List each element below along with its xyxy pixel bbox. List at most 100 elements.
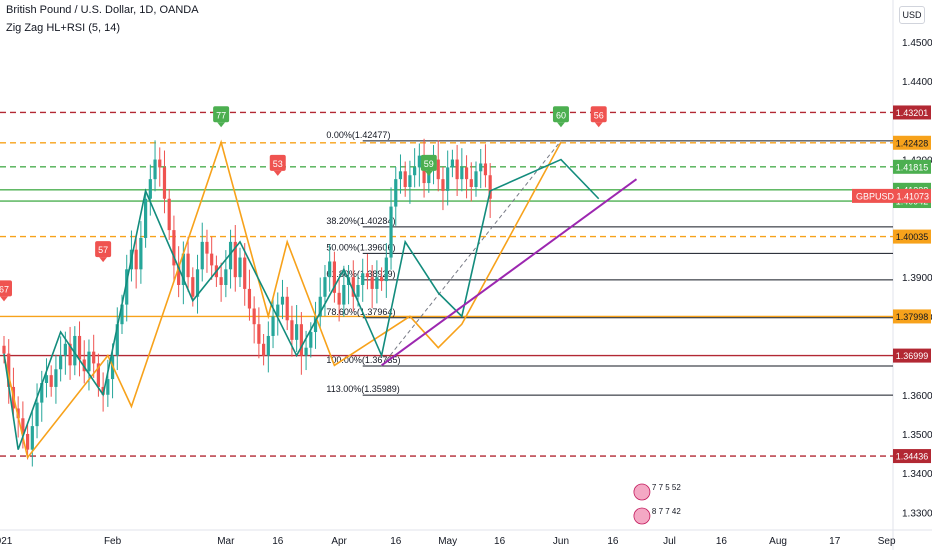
current-price-symbol: GBPUSD bbox=[856, 191, 895, 201]
candle-body bbox=[323, 277, 327, 297]
candle-body bbox=[361, 273, 365, 285]
candle-body bbox=[313, 316, 318, 333]
level-tag-label: 1.41815 bbox=[896, 162, 929, 172]
candle-body bbox=[68, 343, 72, 366]
candle-body bbox=[483, 163, 488, 176]
candle-body bbox=[474, 171, 478, 187]
candle-body bbox=[30, 426, 34, 450]
candle-body bbox=[73, 335, 77, 366]
x-tick-label: 16 bbox=[272, 536, 284, 547]
fib-diagonal bbox=[381, 140, 562, 367]
candle-body bbox=[224, 269, 228, 285]
candle-body bbox=[479, 163, 483, 172]
rsi-flag: 59 bbox=[420, 154, 437, 176]
rsi-flag: 67 bbox=[0, 280, 12, 302]
rsi-flag-value: 53 bbox=[273, 159, 283, 169]
candle-body bbox=[219, 277, 223, 285]
candle-body bbox=[205, 241, 209, 254]
level-tag bbox=[893, 135, 931, 150]
sticker-label: 7 7 5 52 bbox=[652, 483, 681, 492]
candle-body bbox=[266, 335, 270, 356]
candle-body bbox=[450, 159, 454, 168]
y-tick-label: 1.39000 bbox=[902, 273, 932, 284]
x-tick-label: 16 bbox=[607, 536, 619, 547]
candle-body bbox=[460, 167, 464, 180]
y-tick-label: 1.33000 bbox=[902, 508, 932, 519]
level-tag-label: 1.43201 bbox=[896, 108, 929, 118]
candle-body bbox=[318, 296, 322, 317]
x-tick-label: Aug bbox=[769, 536, 787, 547]
candle-body bbox=[403, 171, 407, 187]
current-price-tag bbox=[852, 188, 931, 203]
currency-button[interactable]: USD bbox=[899, 6, 925, 24]
rsi-flag: 60 bbox=[552, 106, 569, 128]
candle-body bbox=[389, 206, 393, 258]
chart-title: British Pound / U.S. Dollar, 1D, OANDA bbox=[6, 4, 199, 16]
candle-body bbox=[299, 324, 303, 356]
candle-body bbox=[77, 335, 82, 360]
candle-body bbox=[436, 159, 440, 180]
x-tick-label: Mar bbox=[217, 536, 235, 547]
candle-body bbox=[21, 418, 25, 434]
candle-body bbox=[380, 277, 384, 282]
level-tag bbox=[893, 449, 931, 464]
rsi-flag-pointer bbox=[217, 122, 226, 128]
candle-body bbox=[370, 277, 374, 289]
rsi-flag-pointer bbox=[556, 122, 565, 128]
candle-body bbox=[342, 284, 346, 305]
candle-body bbox=[304, 347, 308, 356]
y-tick-label: 1.34000 bbox=[902, 469, 932, 480]
candle-body bbox=[44, 375, 49, 383]
current-price-value: 1.41073 bbox=[896, 191, 929, 201]
candle-body bbox=[271, 316, 275, 336]
zigzag-teal-line bbox=[3, 158, 600, 450]
indicator-label[interactable]: Zig Zag HL+RSI (5, 14) bbox=[6, 22, 121, 34]
candle-body bbox=[59, 355, 63, 370]
candle-body bbox=[115, 324, 119, 356]
y-tick-label: 1.45000 bbox=[902, 38, 932, 49]
y-tick-label: 1.36000 bbox=[902, 391, 932, 402]
rsi-flag-box bbox=[95, 241, 112, 258]
candle-body bbox=[243, 257, 247, 289]
rsi-flag-value: 56 bbox=[594, 110, 604, 120]
x-tick-label: 17 bbox=[829, 536, 841, 547]
sticker-label: 8 7 7 42 bbox=[652, 507, 681, 516]
candle-body bbox=[63, 343, 67, 356]
candle-body bbox=[446, 167, 450, 191]
rsi-flag-box bbox=[213, 106, 230, 123]
candle-body bbox=[280, 296, 285, 305]
x-tick-label: Apr bbox=[331, 536, 347, 547]
candle-body bbox=[309, 332, 313, 348]
candle-body bbox=[332, 261, 336, 293]
candle-body bbox=[172, 230, 176, 266]
level-tag-label: 1.34436 bbox=[896, 452, 929, 462]
fib-label: 38.20%(1.40284) bbox=[326, 216, 395, 226]
level-tag bbox=[893, 159, 931, 174]
candle-body bbox=[469, 179, 473, 187]
fib-label: 100.00%(1.36735) bbox=[326, 355, 400, 365]
candle-body bbox=[375, 277, 379, 289]
candle-body bbox=[351, 277, 355, 297]
x-tick-label: Sep bbox=[878, 536, 896, 547]
level-tag bbox=[893, 105, 931, 120]
level-tag-label: 1.42428 bbox=[896, 138, 929, 148]
candle-body bbox=[40, 382, 44, 403]
candle-body bbox=[144, 198, 148, 238]
candle-body bbox=[177, 265, 181, 285]
rsi-flag-box bbox=[420, 154, 437, 171]
candle-body bbox=[398, 171, 403, 180]
rsi-flag-pointer bbox=[0, 296, 8, 302]
candle-body bbox=[408, 175, 412, 187]
x-tick-label: Jul bbox=[663, 536, 676, 547]
candle-body bbox=[252, 308, 256, 325]
fib-label: 0.00%(1.42477) bbox=[326, 130, 390, 140]
candle-body bbox=[35, 402, 39, 427]
rsi-flag-box bbox=[552, 106, 569, 123]
candle-body bbox=[295, 324, 299, 340]
x-tick-label: 021 bbox=[0, 536, 13, 547]
rsi-flag-box bbox=[590, 106, 607, 123]
rsi-flag-value: 67 bbox=[0, 284, 9, 294]
level-tag bbox=[893, 229, 931, 244]
